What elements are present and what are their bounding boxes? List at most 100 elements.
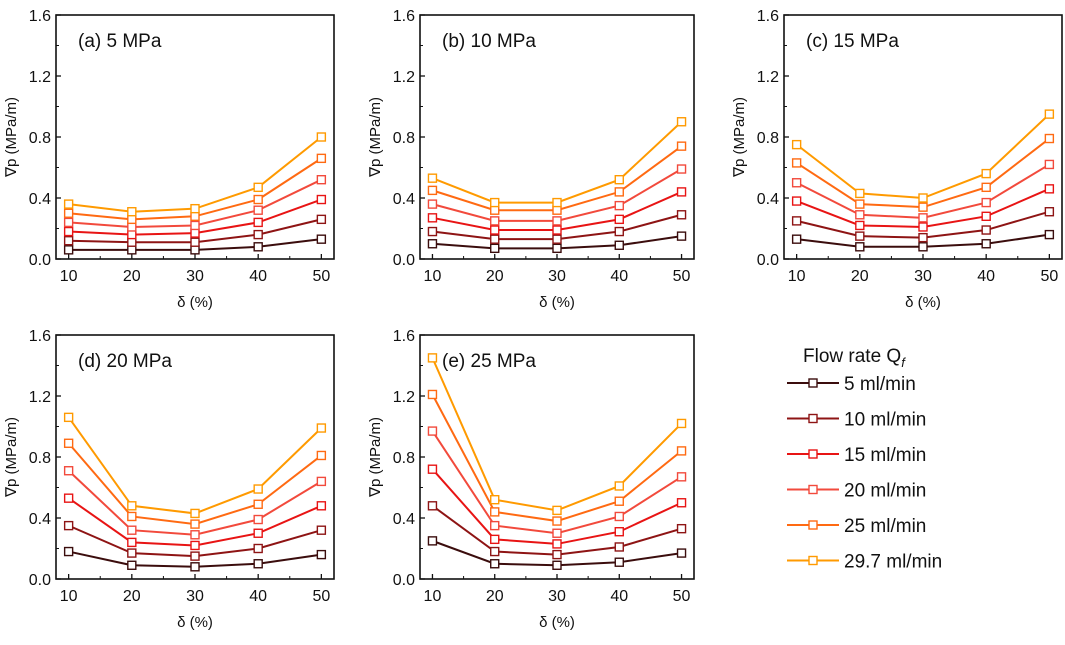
data-point: [676, 498, 687, 508]
legend-label: 15 ml/min: [844, 445, 926, 466]
x-tick-label: 50: [673, 268, 691, 285]
legend-label: 20 ml/min: [844, 481, 926, 502]
y-tick-label: 0.0: [29, 572, 51, 589]
series-25-ml-min: [63, 438, 327, 529]
data-point: [63, 412, 74, 423]
data-point: [127, 548, 137, 558]
data-point: [63, 466, 74, 476]
data-point: [855, 188, 865, 199]
x-tick-label: 10: [424, 268, 442, 285]
data-point: [190, 551, 200, 561]
data-point: [127, 237, 137, 247]
data-point: [127, 560, 137, 570]
data-point: [253, 242, 263, 252]
y-tick-label: 1.2: [393, 389, 415, 406]
data-point: [614, 481, 624, 491]
data-point: [676, 548, 687, 558]
data-point: [127, 511, 137, 522]
data-point: [490, 216, 500, 226]
data-point: [253, 182, 263, 193]
series-25-ml-min: [791, 133, 1055, 212]
data-point: [490, 507, 500, 517]
x-tick-label: 40: [249, 588, 267, 605]
data-point: [316, 476, 327, 487]
data-point: [427, 536, 438, 546]
y-axis-label: ∇p (MPa/m): [3, 97, 20, 178]
x-tick-label: 50: [1040, 268, 1058, 285]
data-point: [127, 214, 137, 225]
series-15-ml-min: [427, 187, 687, 235]
data-point: [253, 484, 263, 494]
y-tick-label: 1.2: [29, 389, 51, 406]
x-tick-label: 20: [486, 268, 504, 285]
legend-title: Flow rate Qf: [803, 346, 906, 370]
data-point: [253, 194, 263, 205]
data-point: [490, 534, 500, 545]
series-29-7-ml-min: [63, 132, 327, 217]
data-point: [552, 549, 562, 560]
data-point: [190, 519, 200, 529]
series-20-ml-min: [63, 174, 327, 232]
x-tick-label: 20: [123, 268, 141, 285]
x-tick-label: 40: [610, 268, 628, 285]
data-point: [190, 530, 200, 540]
data-point: [427, 501, 438, 511]
data-point: [676, 117, 687, 127]
data-point: [427, 213, 438, 223]
x-axis-label: δ (%): [905, 294, 941, 311]
data-point: [490, 197, 500, 208]
x-axis-label: δ (%): [539, 614, 575, 631]
data-point: [253, 514, 263, 525]
data-point: [253, 543, 263, 554]
series-5-ml-min: [63, 234, 327, 255]
data-point: [316, 450, 327, 461]
y-axis-label: ∇p (MPa/m): [3, 417, 20, 498]
legend-item: 29.7 ml/min: [787, 552, 942, 573]
data-point: [676, 446, 687, 456]
data-point: [127, 207, 137, 217]
data-point: [614, 200, 624, 211]
x-axis-label: δ (%): [177, 614, 213, 631]
x-tick-label: 10: [788, 268, 806, 285]
data-point: [253, 217, 263, 228]
x-tick-label: 50: [673, 588, 691, 605]
data-point: [253, 205, 263, 215]
data-point: [614, 214, 624, 225]
data-point: [918, 202, 928, 212]
data-point: [190, 237, 200, 247]
panel-title: (a) 5 MPa: [78, 31, 162, 52]
x-tick-label: 10: [424, 588, 442, 605]
series-5-ml-min: [427, 231, 687, 254]
data-point: [855, 231, 865, 241]
data-point: [427, 173, 438, 183]
data-point: [614, 527, 624, 537]
data-point: [981, 182, 991, 193]
data-point: [676, 231, 687, 241]
y-tick-label: 0.4: [393, 191, 415, 208]
series-29-7-ml-min: [427, 117, 687, 208]
y-axis-label: ∇p (MPa/m): [731, 97, 748, 178]
data-point: [63, 226, 74, 237]
data-point: [552, 516, 562, 526]
data-point: [918, 213, 928, 223]
data-point: [490, 495, 500, 505]
data-point: [316, 549, 327, 560]
data-point: [253, 559, 263, 569]
y-tick-label: 0.4: [757, 191, 779, 208]
data-point: [190, 562, 200, 572]
y-tick-label: 0.4: [29, 511, 51, 528]
data-point: [981, 239, 991, 249]
x-tick-label: 30: [186, 268, 204, 285]
series-10-ml-min: [427, 210, 687, 244]
legend-item: 5 ml/min: [787, 374, 916, 395]
data-point: [614, 542, 624, 552]
data-point: [316, 132, 327, 142]
data-point: [676, 472, 687, 482]
y-tick-label: 1.6: [29, 8, 51, 25]
series-line: [68, 136, 322, 213]
legend-marker: [808, 449, 818, 459]
data-point: [190, 228, 200, 238]
data-point: [316, 423, 327, 433]
data-point: [63, 208, 74, 218]
